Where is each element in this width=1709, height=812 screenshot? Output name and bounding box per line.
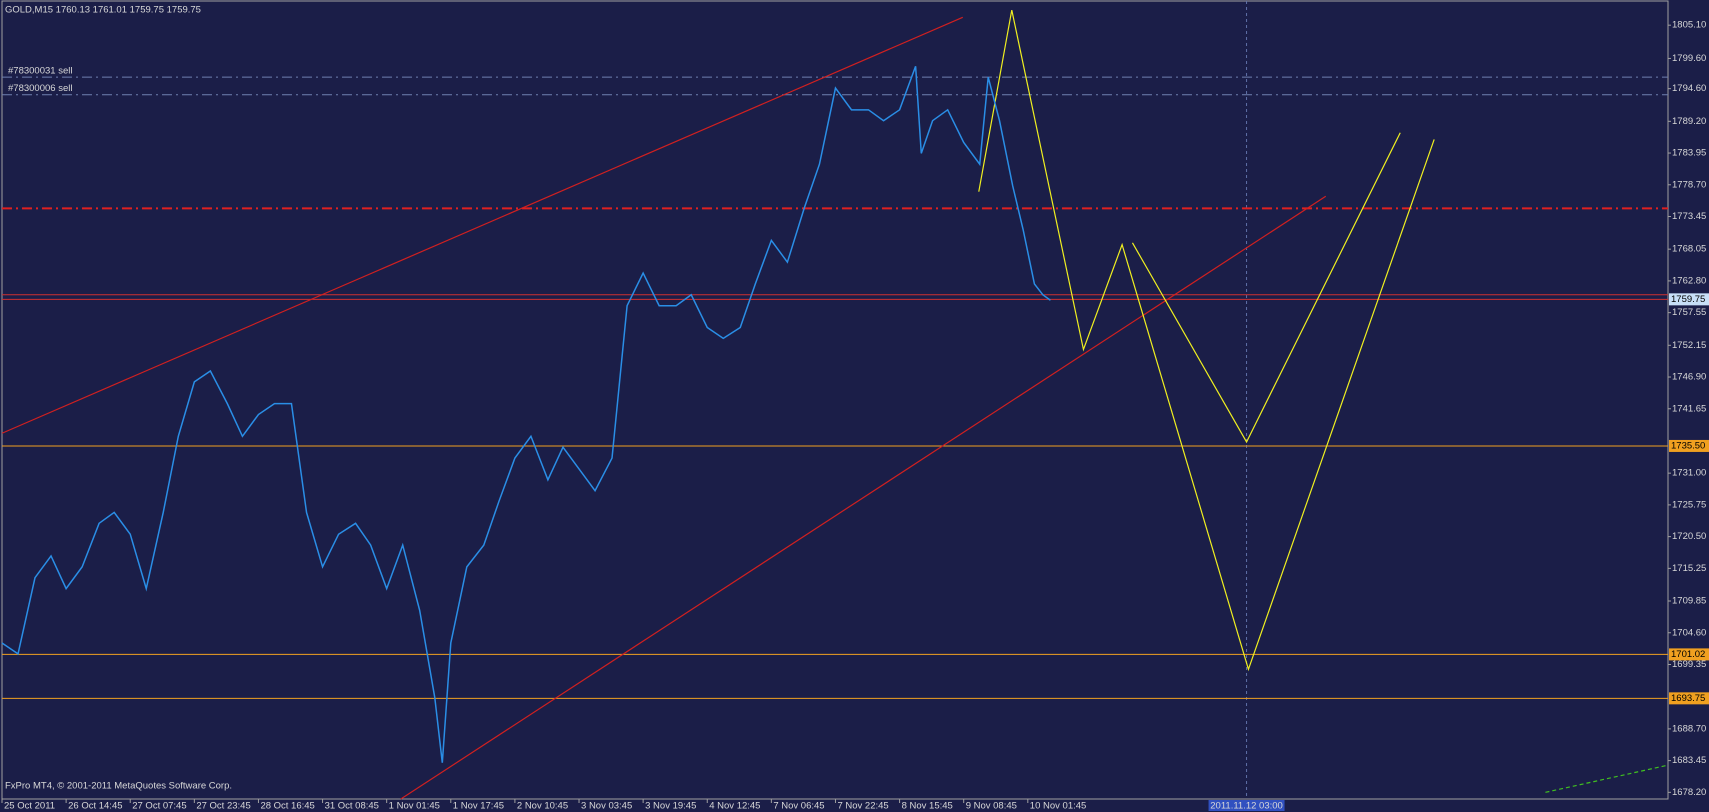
y-tick-label: 1768.05 — [1672, 244, 1706, 255]
y-tick-label: 1731.00 — [1672, 468, 1706, 479]
x-tick-label: 27 Oct 23:45 — [196, 801, 250, 812]
y-tick-label: 1741.65 — [1672, 403, 1706, 414]
x-tick-label: 25 Oct 2011 — [4, 801, 55, 812]
y-tick-label: 1699.35 — [1672, 659, 1706, 670]
footer: FxPro MT4, © 2001-2011 MetaQuotes Softwa… — [5, 781, 232, 792]
y-tick-label: 1778.70 — [1672, 179, 1706, 190]
level-label: 1693.75 — [1671, 693, 1705, 704]
level-label-box — [1669, 439, 1709, 452]
y-tick-label: 1773.45 — [1672, 211, 1706, 222]
level-label-box — [1669, 692, 1709, 705]
x-tick-label: 9 Nov 08:45 — [966, 801, 1017, 812]
x-tick-label: 7 Nov 22:45 — [837, 801, 888, 812]
x-tick-label: 2 Nov 10:45 — [517, 801, 568, 812]
x-tick-label: 3 Nov 03:45 — [581, 801, 632, 812]
x-tick-label: 31 Oct 08:45 — [325, 801, 379, 812]
y-tick-label: 1688.70 — [1672, 723, 1706, 734]
y-tick-label: 1794.60 — [1672, 83, 1706, 94]
trendline — [978, 9, 1435, 672]
y-tick-label: 1709.85 — [1672, 596, 1706, 607]
y-tick-label: 1704.60 — [1672, 627, 1706, 638]
x-tick-label: 4 Nov 12:45 — [709, 801, 760, 812]
level-label-box — [1669, 293, 1709, 306]
y-tick-label: 1752.15 — [1672, 340, 1706, 351]
trendline — [400, 195, 1327, 800]
x-tick-label: 28 Oct 16:45 — [260, 801, 314, 812]
y-tick-label: 1762.80 — [1672, 275, 1706, 286]
x-tick-label: 1 Nov 01:45 — [389, 801, 440, 812]
order-label: #78300031 sell — [8, 66, 72, 77]
y-tick-label: 1725.75 — [1672, 499, 1706, 510]
level-label-box — [1669, 648, 1709, 661]
price-line — [1, 66, 1051, 763]
x-tick-label: 10 Nov 01:45 — [1030, 801, 1087, 812]
cursor-label: 2011.11.12 03:00 — [1210, 801, 1283, 812]
y-tick-label: 1720.50 — [1672, 531, 1706, 542]
trendline — [1131, 132, 1401, 444]
y-tick-label: 1678.20 — [1672, 787, 1706, 798]
y-tick-label: 1799.60 — [1672, 53, 1706, 64]
cursor-label-box — [1208, 800, 1285, 811]
y-tick-label: 1783.95 — [1672, 148, 1706, 159]
level-label: 1735.50 — [1671, 440, 1705, 451]
x-tick-label: 1 Nov 17:45 — [453, 801, 504, 812]
y-tick-label: 1805.10 — [1672, 20, 1706, 31]
x-tick-label: 7 Nov 06:45 — [773, 801, 824, 812]
x-tick-label: 26 Oct 14:45 — [68, 801, 122, 812]
y-tick-label: 1683.45 — [1672, 755, 1706, 766]
y-tick-label: 1715.25 — [1672, 563, 1706, 574]
level-label: 1759.75 — [1671, 294, 1705, 305]
y-tick-label: 1746.90 — [1672, 372, 1706, 383]
level-label: 1701.02 — [1671, 649, 1705, 660]
order-label: #78300006 sell — [8, 83, 72, 94]
x-tick-label: 8 Nov 15:45 — [902, 801, 953, 812]
trendline — [1, 16, 963, 434]
chart-title: GOLD,M15 1760.13 1761.01 1759.75 1759.75 — [5, 5, 201, 16]
x-tick-label: 3 Nov 19:45 — [645, 801, 696, 812]
y-tick-label: 1789.20 — [1672, 116, 1706, 127]
y-tick-label: 1757.55 — [1672, 307, 1706, 318]
x-tick-label: 27 Oct 07:45 — [132, 801, 186, 812]
